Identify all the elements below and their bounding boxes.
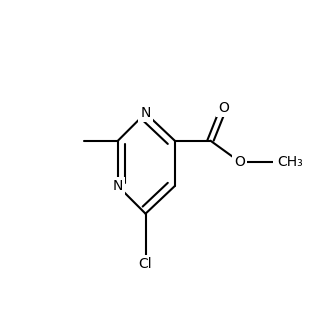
Text: Cl: Cl <box>139 257 152 272</box>
Text: CH₃: CH₃ <box>277 155 303 169</box>
Text: O: O <box>218 101 229 115</box>
Text: O: O <box>234 155 245 169</box>
Text: N: N <box>113 179 123 193</box>
Text: CH₃: CH₃ <box>275 155 301 169</box>
Text: N: N <box>140 106 151 120</box>
